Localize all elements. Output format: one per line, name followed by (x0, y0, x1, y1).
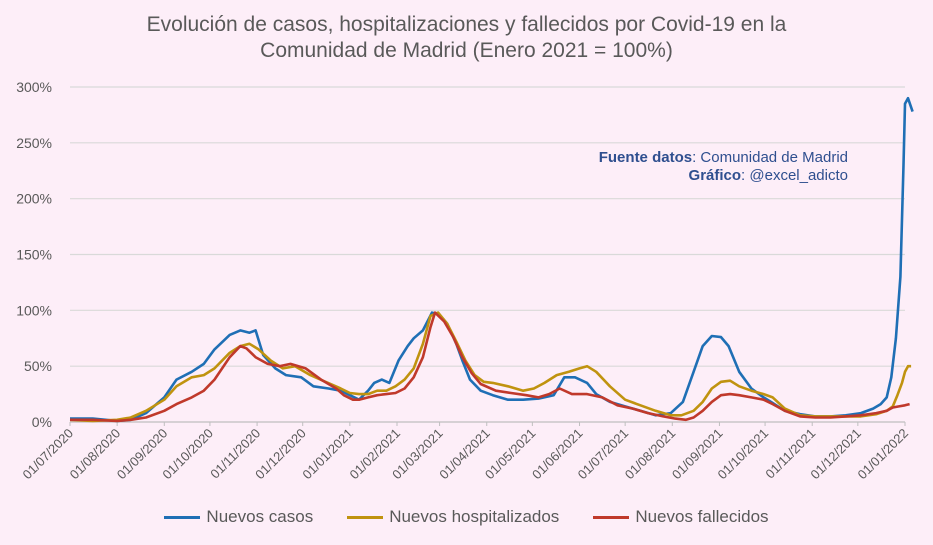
y-tick-label: 50% (24, 358, 52, 374)
source-annotation: Fuente datos: Comunidad de Madrid Gráfic… (599, 149, 848, 185)
x-tick-label: 01/01/2022 (854, 426, 911, 483)
legend-swatch-casos (164, 515, 201, 519)
x-axis-ticks: 01/07/202001/08/202001/09/202001/10/2020… (19, 422, 911, 482)
source-chart-value: : @excel_adicto (741, 167, 848, 184)
legend-label-fallecidos: Nuevos fallecidos (635, 507, 769, 526)
y-axis-ticks: 0% 50% 100% 150% 200% 250% 300% (16, 79, 52, 430)
legend-swatch-hospitalizados (347, 515, 384, 519)
series-line-3 (70, 311, 910, 423)
chart-title-line-1: Evolución de casos, hospitalizaciones y … (146, 13, 787, 36)
legend-label-hospitalizados: Nuevos hospitalizados (389, 507, 560, 526)
source-data-value: : Comunidad de Madrid (692, 149, 848, 166)
series-lines (69, 96, 914, 423)
gridlines (70, 86, 905, 423)
legend-item-hospitalizados: Nuevos hospitalizados (347, 507, 559, 527)
legend-swatch-fallecidos (593, 515, 630, 519)
source-data-line: Fuente datos: Comunidad de Madrid (599, 149, 848, 167)
legend-item-fallecidos: Nuevos fallecidos (593, 507, 769, 527)
y-tick-label: 150% (16, 247, 52, 263)
y-tick-label: 0% (32, 414, 52, 430)
y-tick-label: 250% (16, 135, 52, 151)
series-line-2 (69, 311, 912, 423)
chart-title-line-2: Comunidad de Madrid (Enero 2021 = 100%) (260, 39, 673, 62)
y-tick-label: 300% (16, 79, 52, 95)
source-data-label: Fuente datos (598, 149, 693, 166)
chart-title: Evolución de casos, hospitalizaciones y … (0, 12, 933, 64)
source-chart-line: Gráfico: @excel_adicto (599, 167, 848, 185)
legend-label-casos: Nuevos casos (206, 507, 314, 526)
legend-item-casos: Nuevos casos (164, 507, 313, 527)
y-tick-label: 100% (16, 302, 52, 318)
line-chart: 0% 50% 100% 150% 200% 250% 300% 01/07/202001/0… (16, 79, 914, 482)
series-line-1 (70, 96, 914, 423)
legend: Nuevos casos Nuevos hospitalizados Nuevo… (0, 507, 933, 527)
source-chart-label: Gráfico (688, 167, 742, 184)
y-tick-label: 200% (16, 191, 52, 207)
